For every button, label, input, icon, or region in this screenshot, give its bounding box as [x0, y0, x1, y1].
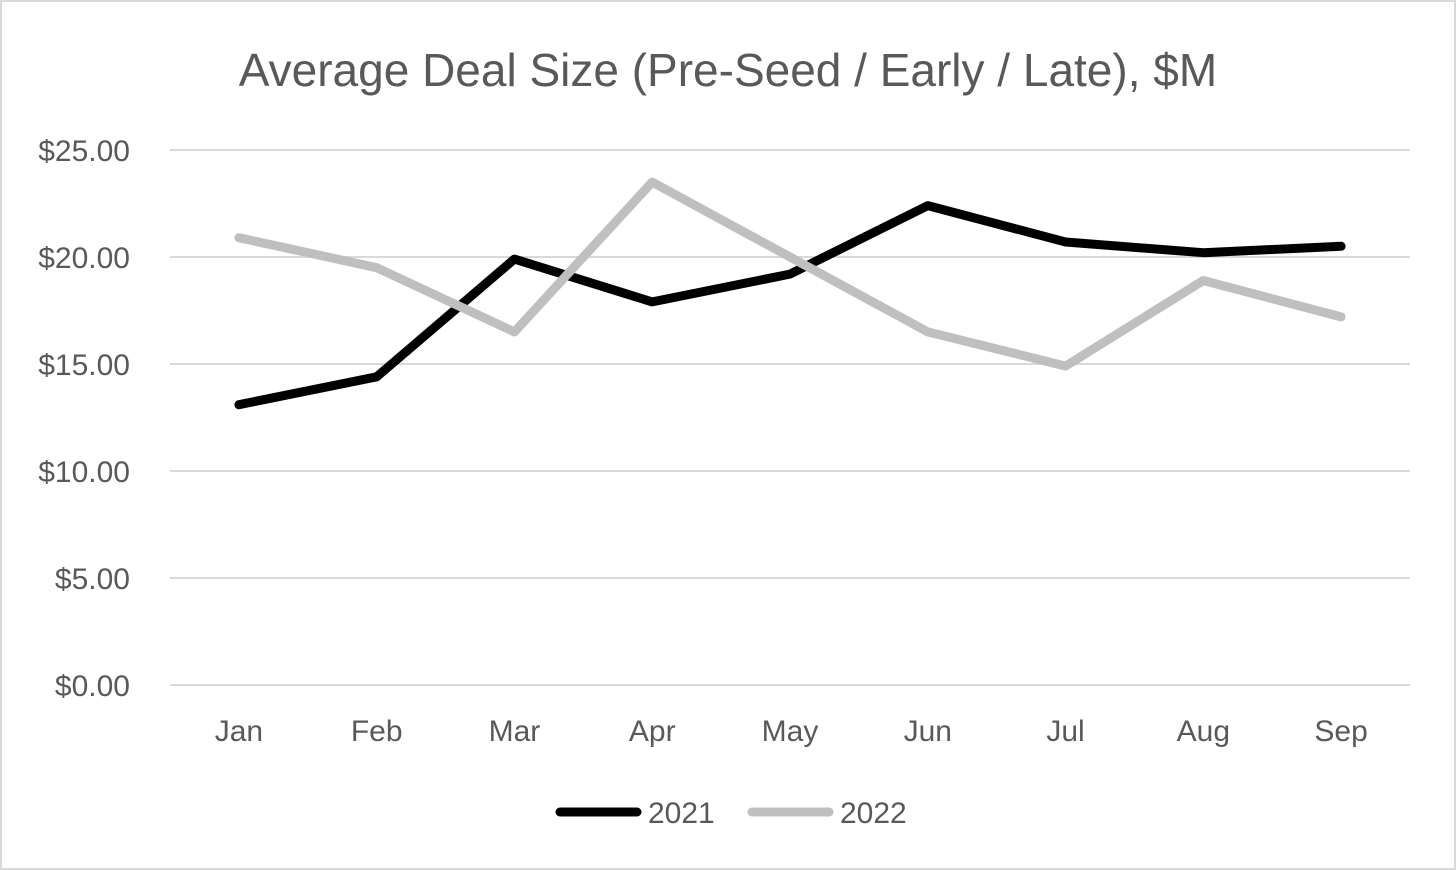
y-axis-tick-labels: $0.00 $5.00 $10.00 $15.00 $20.00 $25.00 [38, 135, 130, 703]
x-tick-label: Apr [629, 715, 676, 748]
series-lines [234, 177, 1346, 410]
x-tick-label: Sep [1314, 715, 1367, 748]
x-tick-label: Feb [351, 715, 403, 748]
x-tick-label: Aug [1177, 715, 1230, 748]
y-tick-label: $5.00 [55, 563, 130, 596]
legend-label-2022: 2022 [840, 797, 907, 830]
chart-title: Average Deal Size (Pre-Seed / Early / La… [239, 44, 1217, 96]
series-line-2021 [234, 201, 1346, 410]
y-tick-label: $0.00 [55, 670, 130, 703]
x-tick-label: Jun [904, 715, 952, 748]
x-tick-label: Mar [489, 715, 541, 748]
x-tick-label: Jan [215, 715, 263, 748]
legend: 2021 2022 [555, 797, 907, 830]
y-tick-label: $20.00 [38, 242, 130, 275]
x-axis-tick-labels: Jan Feb Mar Apr May Jun Jul Aug Sep [215, 715, 1368, 748]
y-tick-label: $15.00 [38, 349, 130, 382]
y-tick-label: $25.00 [38, 135, 130, 168]
x-tick-label: May [762, 715, 819, 748]
legend-label-2021: 2021 [648, 797, 715, 830]
gridlines [170, 149, 1410, 686]
x-tick-label: Jul [1046, 715, 1084, 748]
y-tick-label: $10.00 [38, 456, 130, 489]
